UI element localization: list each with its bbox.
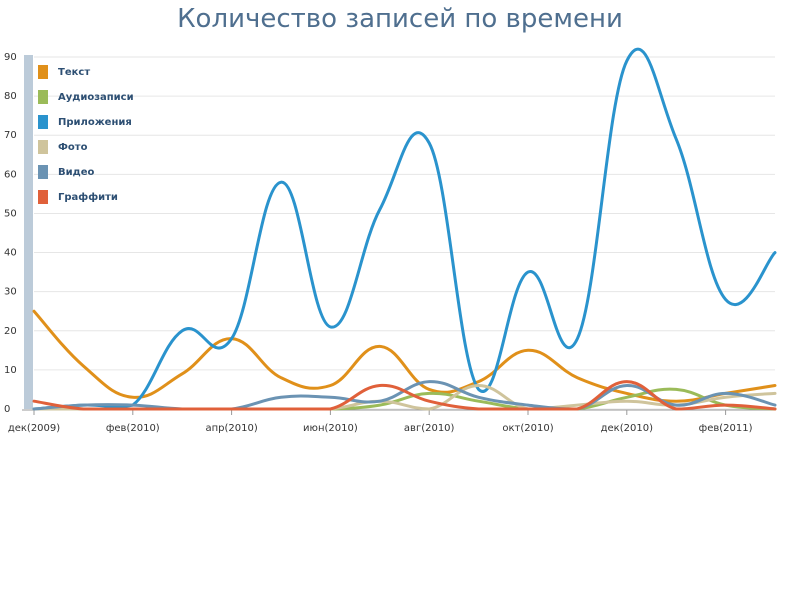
legend-label: Видео	[58, 167, 94, 178]
chart-title: Количество записей по времени	[177, 4, 623, 34]
legend-label: Приложения	[58, 117, 132, 128]
x-tick-label: фев(2010)	[106, 423, 160, 434]
series-line-5	[32, 380, 777, 411]
series-line-2	[32, 47, 777, 411]
legend-label: Фото	[58, 142, 88, 153]
y-tick-label: 20	[4, 326, 17, 337]
legend: Текст Аудиозаписи Приложения Фото Видео Графф…	[38, 65, 134, 204]
x-tick-label: дек(2010)	[601, 423, 653, 434]
legend-label: Граффити	[58, 191, 118, 203]
y-tick-label: 70	[4, 130, 17, 141]
x-tick-label: окт(2010)	[502, 423, 553, 434]
x-tick-label: апр(2010)	[205, 423, 257, 434]
legend-swatch	[38, 190, 48, 204]
series-line-0	[32, 309, 777, 403]
legend-label: Текст	[58, 67, 90, 78]
grid-lines	[34, 56, 775, 410]
x-tick-label: авг(2010)	[404, 423, 455, 434]
y-tick-label: 10	[4, 365, 17, 376]
y-axis-bar	[24, 55, 33, 409]
y-axis: 0 10 20 30 40 50 60 70 80 90	[4, 52, 33, 415]
legend-swatch	[38, 140, 48, 154]
legend-swatch	[38, 90, 48, 104]
y-tick-label: 30	[4, 287, 17, 298]
legend-swatch	[38, 165, 48, 179]
y-tick-label: 90	[4, 52, 17, 63]
y-tick-label: 0	[4, 404, 10, 415]
x-tick-label: июн(2010)	[303, 423, 358, 434]
y-tick-label: 50	[4, 208, 17, 219]
y-tick-label: 60	[4, 169, 17, 180]
x-tick-label: дек(2009)	[8, 423, 60, 434]
legend-swatch	[38, 65, 48, 79]
series-lines	[32, 47, 777, 411]
x-tick-label: фев(2011)	[699, 423, 753, 434]
legend-swatch	[38, 115, 48, 129]
y-tick-label: 40	[4, 248, 17, 259]
y-tick-label: 80	[4, 91, 17, 102]
legend-label: Аудиозаписи	[58, 92, 134, 103]
x-axis: дек(2009) фев(2010) апр(2010) июн(2010) авг(…	[8, 409, 775, 434]
